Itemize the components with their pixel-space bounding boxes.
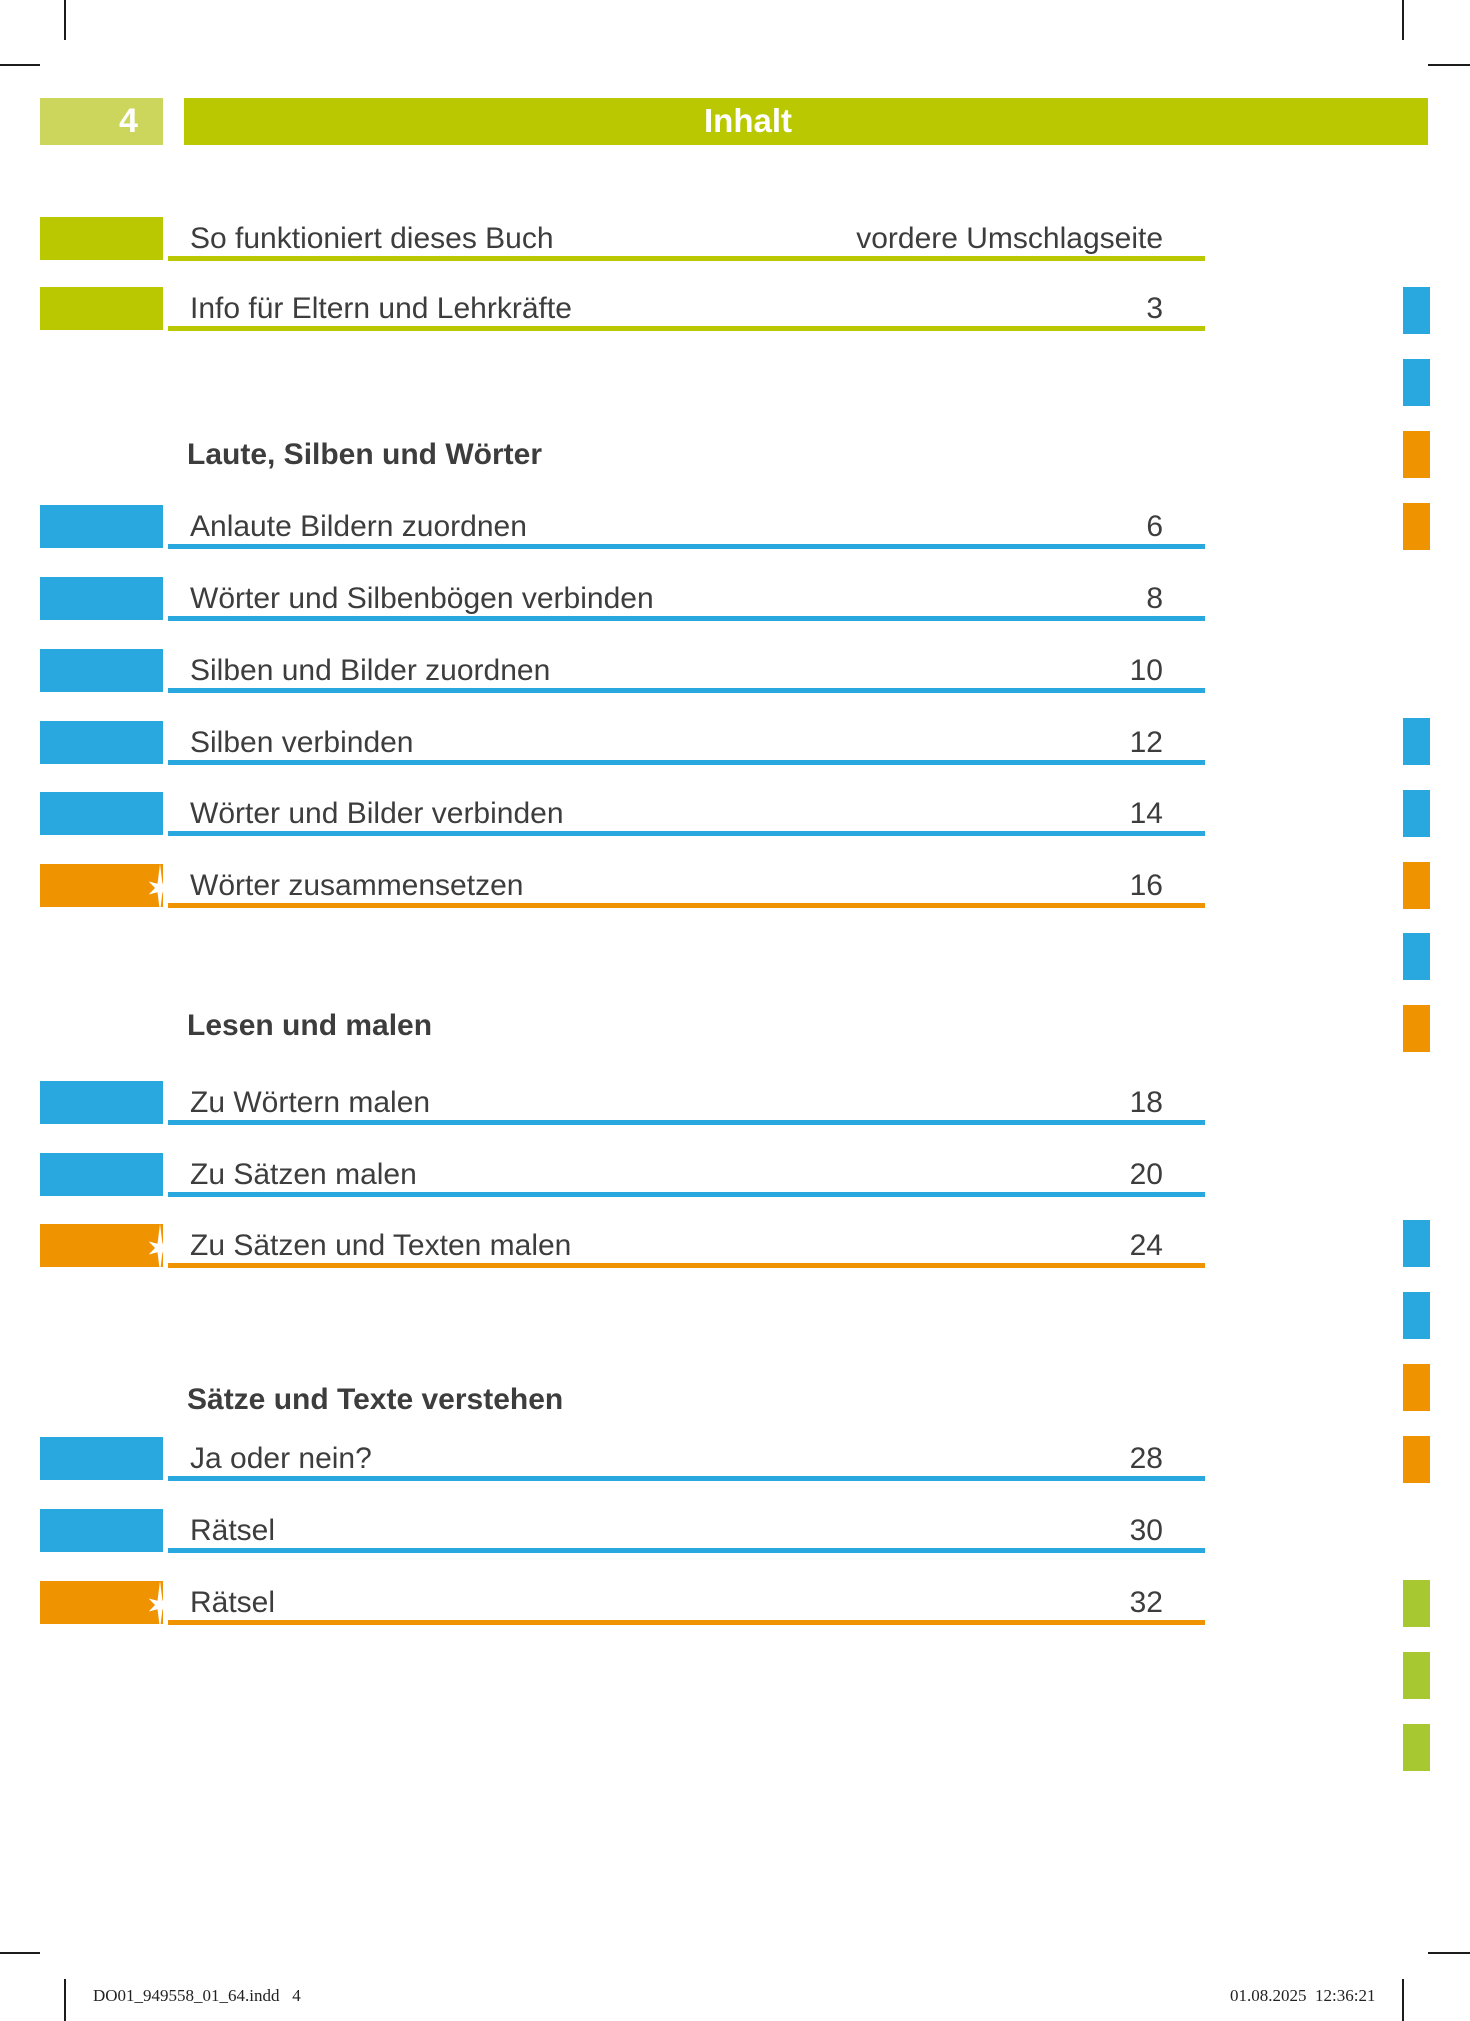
- entry-page-number: 3: [1146, 292, 1163, 325]
- edge-tab-orange: [1403, 1364, 1430, 1411]
- edge-tab-blue: [1403, 359, 1430, 406]
- entry-rule: [168, 326, 1205, 331]
- star-icon: [148, 1581, 172, 1629]
- entry-rule: [168, 1263, 1205, 1268]
- entry-page-number: 28: [1129, 1442, 1163, 1475]
- crop-mark-bottom-right-vertical: [1402, 1979, 1404, 2021]
- entry-rule: [168, 688, 1205, 693]
- entry-title: Anlaute Bildern zuordnen: [190, 510, 527, 543]
- edge-tab-orange: [1403, 1005, 1430, 1052]
- entry-page-number: 18: [1129, 1086, 1163, 1119]
- category-bar-star: [40, 864, 172, 912]
- star-icon: [148, 864, 172, 912]
- entry-rule: [168, 1476, 1205, 1481]
- entry-page-number: 32: [1129, 1586, 1163, 1619]
- category-bar: [40, 505, 163, 548]
- page-number: 4: [119, 102, 138, 140]
- star-icon-wrap: [142, 1581, 178, 1629]
- entry-rule: [168, 831, 1205, 836]
- footer-time: 12:36:21: [1315, 1986, 1376, 2005]
- category-bar-star: [40, 1581, 172, 1629]
- star-icon-wrap: [142, 1224, 178, 1272]
- entry-title: So funktioniert dieses Buch: [190, 222, 554, 255]
- crop-mark-top-left-vertical: [64, 0, 66, 40]
- edge-tab-orange: [1403, 1436, 1430, 1483]
- edge-tab-blue: [1403, 287, 1430, 334]
- star-icon: [148, 1224, 172, 1272]
- category-bar: [40, 287, 163, 330]
- entry-page-number: 6: [1146, 510, 1163, 543]
- section-heading: Laute, Silben und Wörter: [187, 438, 543, 471]
- category-bar: [40, 1153, 163, 1196]
- entry-title: Zu Sätzen malen: [190, 1158, 417, 1191]
- entry-title: Wörter zusammensetzen: [190, 869, 524, 902]
- crop-mark-bottom-left-horizontal: [0, 1952, 40, 1954]
- edge-tab-blue: [1403, 933, 1430, 980]
- entry-page-number: 12: [1129, 726, 1163, 759]
- entry-page-number: 16: [1129, 869, 1163, 902]
- crop-mark-top-right-vertical: [1402, 0, 1404, 40]
- entry-rule: [168, 1548, 1205, 1553]
- category-bar: [40, 1509, 163, 1552]
- edge-tab-blue: [1403, 1292, 1430, 1339]
- category-bar: [40, 217, 163, 260]
- entry-rule: [168, 256, 1205, 261]
- category-bar: [40, 721, 163, 764]
- edge-tab-orange: [1403, 862, 1430, 909]
- category-bar: [40, 577, 163, 620]
- category-bar: [40, 1437, 163, 1480]
- edge-tab-blue: [1403, 1220, 1430, 1267]
- edge-tab-green: [1403, 1652, 1430, 1699]
- footer-date: 01.08.2025: [1230, 1986, 1307, 2005]
- edge-tab-blue: [1403, 718, 1430, 765]
- entry-title: Info für Eltern und Lehrkräfte: [190, 292, 572, 325]
- entry-page-number: 24: [1129, 1229, 1163, 1262]
- entry-title: Rätsel: [190, 1586, 276, 1619]
- entry-rule: [168, 1120, 1205, 1125]
- edge-tab-green: [1403, 1724, 1430, 1771]
- entry-title: Silben und Bilder zuordnen: [190, 654, 551, 687]
- category-bar: [40, 792, 163, 835]
- footer-filename: DO01_949558_01_64.indd 4: [93, 1986, 301, 2005]
- entry-page-number: 10: [1129, 654, 1163, 687]
- edge-tab-blue: [1403, 790, 1430, 837]
- section-heading: Sätze und Texte verstehen: [187, 1383, 564, 1416]
- entry-page-number: 30: [1129, 1514, 1163, 1547]
- entry-title: Zu Sätzen und Texten malen: [190, 1229, 572, 1262]
- edge-tab-orange: [1403, 503, 1430, 550]
- crop-mark-bottom-right-horizontal: [1428, 1952, 1470, 1954]
- entry-title: Wörter und Silbenbögen verbinden: [190, 582, 654, 615]
- entry-title: Ja oder nein?: [190, 1442, 372, 1475]
- entry-rule: [168, 1192, 1205, 1197]
- category-bar-star: [40, 1224, 172, 1272]
- entry-title: Rätsel: [190, 1514, 276, 1547]
- crop-mark-top-left-horizontal: [0, 64, 40, 66]
- edge-tab-green: [1403, 1580, 1430, 1627]
- header-bar: Inhalt: [184, 98, 1428, 145]
- page-title: Inhalt: [704, 102, 792, 139]
- edge-tab-orange: [1403, 431, 1430, 478]
- entry-rule: [168, 760, 1205, 765]
- entry-rule: [168, 903, 1205, 908]
- entry-title: Wörter und Bilder verbinden: [190, 797, 564, 830]
- category-bar: [40, 649, 163, 692]
- star-icon-wrap: [142, 864, 178, 912]
- entry-page-number: 20: [1129, 1158, 1163, 1191]
- page-number-box: 4: [40, 98, 163, 145]
- category-bar: [40, 1081, 163, 1124]
- entry-title: Zu Wörtern malen: [190, 1086, 431, 1119]
- entry-title: Silben verbinden: [190, 726, 414, 759]
- entry-page-number: 8: [1146, 582, 1163, 615]
- entry-page-number: 14: [1129, 797, 1163, 830]
- entry-rule: [168, 544, 1205, 549]
- crop-mark-top-right-horizontal: [1428, 64, 1470, 66]
- entry-rule: [168, 1620, 1205, 1625]
- section-heading: Lesen und malen: [187, 1009, 433, 1042]
- crop-mark-bottom-left-vertical: [64, 1979, 66, 2021]
- entry-page-number: vordere Umschlagseite: [856, 222, 1163, 255]
- entry-rule: [168, 616, 1205, 621]
